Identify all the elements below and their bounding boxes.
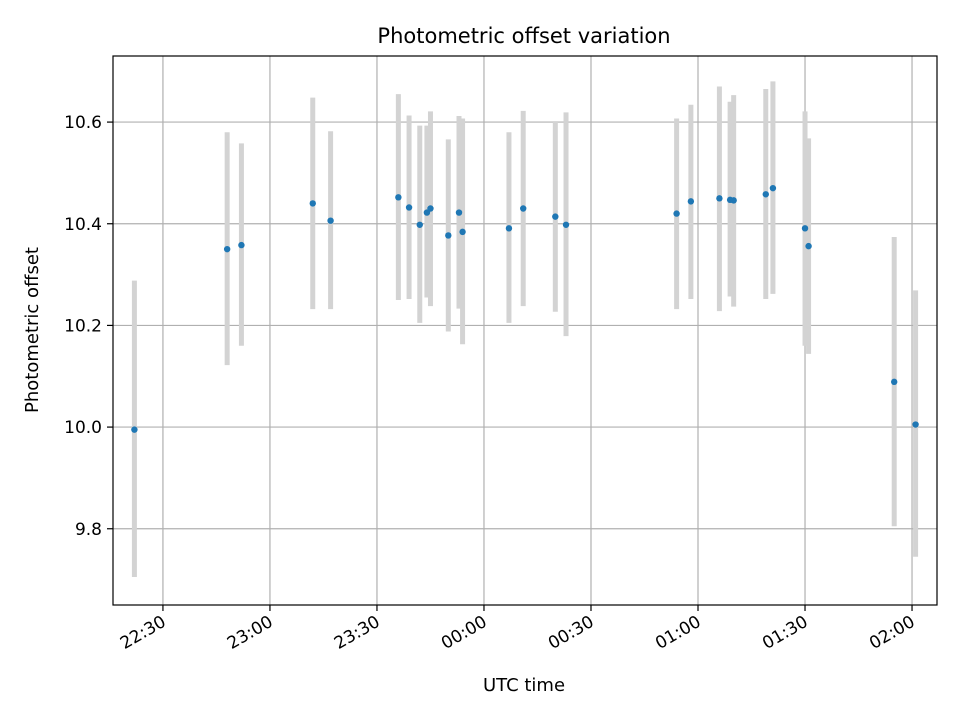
data-point: [131, 426, 138, 433]
tick-layer: 22:30 23:00 23:30 00:00 00:30 01:00 01:30 02:00…: [64, 113, 918, 654]
plot-frame: [112, 55, 938, 606]
data-point: [238, 241, 245, 249]
data-point: [801, 225, 809, 232]
data-point: [505, 225, 513, 232]
chart-title: Photometric offset variation: [377, 24, 670, 48]
data-point: [455, 209, 463, 216]
data-point: [416, 221, 423, 228]
data-point: [459, 228, 466, 236]
x-tick-label: 23:30: [331, 612, 383, 654]
axes-layer: [112, 55, 938, 606]
x-axis-label: UTC time: [483, 675, 565, 696]
x-tick-label: 01:00: [652, 612, 704, 654]
data-point: [687, 198, 695, 205]
y-tick-label: 10.2: [64, 316, 102, 336]
data-point: [769, 184, 777, 192]
data-point: [427, 205, 434, 212]
data-point: [552, 213, 559, 220]
data-point: [223, 245, 231, 253]
data-point: [562, 221, 570, 228]
data-point: [445, 232, 452, 239]
y-tick-label: 9.8: [75, 520, 102, 540]
data-point: [405, 204, 413, 211]
data-point: [762, 191, 769, 198]
y-tick-label: 10.0: [64, 418, 102, 438]
x-tick-label: 01:30: [759, 612, 811, 654]
x-tick-label: 00:00: [438, 612, 490, 654]
x-tick-label: 23:00: [224, 612, 276, 654]
y-tick-label: 10.6: [64, 113, 102, 133]
x-tick-label: 00:30: [545, 612, 597, 654]
data-point: [912, 421, 919, 428]
data-point: [395, 194, 402, 201]
data-point: [805, 242, 812, 250]
data-point: [730, 197, 737, 204]
point-layer: [131, 184, 919, 433]
data-point: [327, 217, 334, 224]
data-point: [890, 378, 898, 386]
y-tick-label: 10.4: [64, 215, 102, 235]
x-tick-label: 02:00: [866, 612, 918, 654]
x-tick-label: 22:30: [117, 612, 169, 654]
data-point: [673, 210, 680, 217]
errorbar-layer: [131, 81, 919, 578]
data-point: [520, 205, 527, 212]
y-axis-label: Photometric offset: [22, 247, 43, 413]
data-point: [716, 195, 723, 202]
data-point: [309, 200, 316, 207]
